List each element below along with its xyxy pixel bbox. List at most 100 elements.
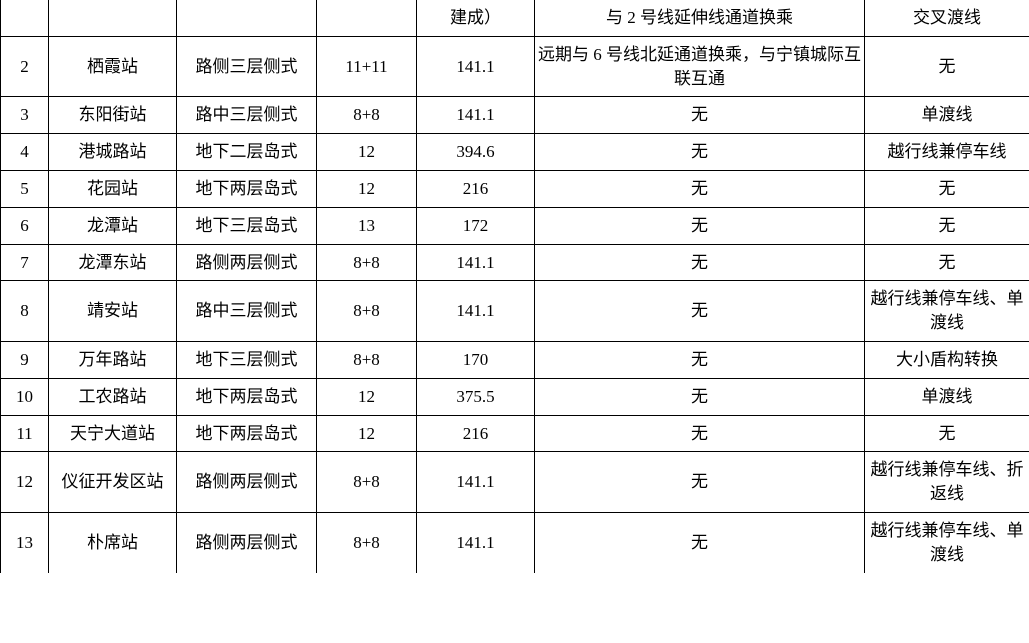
cell-platform: 8+8 [317, 512, 417, 572]
cell-station: 龙潭东站 [49, 244, 177, 281]
table-row: 2栖霞站路侧三层侧式11+11141.1远期与 6 号线北延通道换乘，与宁镇城际… [1, 36, 1029, 97]
cell-platform: 12 [317, 170, 417, 207]
cell-length: 375.5 [417, 378, 535, 415]
cell-platform: 12 [317, 134, 417, 171]
cell-platform: 12 [317, 415, 417, 452]
cell-auxline: 越行线兼停车线、折返线 [865, 452, 1029, 513]
table-body: 建成） 与 2 号线延伸线通道换乘 交叉渡线 2栖霞站路侧三层侧式11+1114… [1, 0, 1029, 573]
cell-length: 141.1 [417, 36, 535, 97]
table-row: 8靖安站路中三层侧式8+8141.1无越行线兼停车线、单渡线 [1, 281, 1029, 342]
cell-auxline: 无 [865, 36, 1029, 97]
cell-station: 龙潭站 [49, 207, 177, 244]
cell-transfer: 远期与 6 号线北延通道换乘，与宁镇城际互联互通 [535, 36, 865, 97]
cell-auxline: 无 [865, 415, 1029, 452]
cell-transfer: 无 [535, 378, 865, 415]
cell-length: 394.6 [417, 134, 535, 171]
cell [317, 0, 417, 36]
cell-num: 7 [1, 244, 49, 281]
cell-platform: 8+8 [317, 452, 417, 513]
cell-num: 4 [1, 134, 49, 171]
station-table: 建成） 与 2 号线延伸线通道换乘 交叉渡线 2栖霞站路侧三层侧式11+1114… [0, 0, 1029, 573]
cell-num: 6 [1, 207, 49, 244]
cell-station: 栖霞站 [49, 36, 177, 97]
cell-transfer: 无 [535, 281, 865, 342]
cell-auxline: 越行线兼停车线、单渡线 [865, 512, 1029, 572]
cell-transfer: 无 [535, 207, 865, 244]
cell-auxline: 越行线兼停车线、单渡线 [865, 281, 1029, 342]
cell-platform: 8+8 [317, 341, 417, 378]
cell-station: 工农路站 [49, 378, 177, 415]
cell-form: 地下两层岛式 [177, 415, 317, 452]
cell-auxline: 单渡线 [865, 378, 1029, 415]
cell-num: 3 [1, 97, 49, 134]
cell-transfer: 无 [535, 341, 865, 378]
cell-form: 路中三层侧式 [177, 281, 317, 342]
cell-num: 5 [1, 170, 49, 207]
cell-platform: 8+8 [317, 281, 417, 342]
cell [49, 0, 177, 36]
cell-length: 141.1 [417, 244, 535, 281]
table-row: 5花园站地下两层岛式12216无无 [1, 170, 1029, 207]
cell-transfer: 无 [535, 244, 865, 281]
table-row: 7龙潭东站路侧两层侧式8+8141.1无无 [1, 244, 1029, 281]
cell-transfer: 无 [535, 134, 865, 171]
cell-auxline: 无 [865, 170, 1029, 207]
cell-station: 仪征开发区站 [49, 452, 177, 513]
cell-length: 141.1 [417, 281, 535, 342]
cell-form: 路中三层侧式 [177, 97, 317, 134]
cell-auxline: 无 [865, 207, 1029, 244]
table-row: 12仪征开发区站路侧两层侧式8+8141.1无越行线兼停车线、折返线 [1, 452, 1029, 513]
cell-platform: 8+8 [317, 97, 417, 134]
cell-num: 9 [1, 341, 49, 378]
table-row: 13朴席站路侧两层侧式8+8141.1无越行线兼停车线、单渡线 [1, 512, 1029, 572]
cell-form: 路侧两层侧式 [177, 244, 317, 281]
cell-transfer: 无 [535, 452, 865, 513]
cell-length: 170 [417, 341, 535, 378]
cell-num: 2 [1, 36, 49, 97]
cell-form: 路侧两层侧式 [177, 512, 317, 572]
cell-num: 13 [1, 512, 49, 572]
cell [177, 0, 317, 36]
cell-length: 216 [417, 170, 535, 207]
cell-length: 141.1 [417, 512, 535, 572]
cell-auxline: 无 [865, 244, 1029, 281]
cell-length: 172 [417, 207, 535, 244]
cell-platform: 11+11 [317, 36, 417, 97]
table-row: 9万年路站地下三层侧式8+8170无大小盾构转换 [1, 341, 1029, 378]
table-row: 3东阳街站路中三层侧式8+8141.1无单渡线 [1, 97, 1029, 134]
table-row: 4港城路站地下二层岛式12394.6无越行线兼停车线 [1, 134, 1029, 171]
cell-auxline: 大小盾构转换 [865, 341, 1029, 378]
cell-transfer: 无 [535, 415, 865, 452]
cell-form: 地下二层岛式 [177, 134, 317, 171]
cell-station: 港城路站 [49, 134, 177, 171]
cell-num: 8 [1, 281, 49, 342]
cell-length: 141.1 [417, 452, 535, 513]
cell-station: 花园站 [49, 170, 177, 207]
cell-form: 地下三层侧式 [177, 341, 317, 378]
cell-num: 12 [1, 452, 49, 513]
cell-form: 路侧两层侧式 [177, 452, 317, 513]
cell-form: 路侧三层侧式 [177, 36, 317, 97]
cell-form: 地下两层岛式 [177, 378, 317, 415]
cell-transfer: 无 [535, 512, 865, 572]
cell-station: 靖安站 [49, 281, 177, 342]
table-row: 11天宁大道站地下两层岛式12216无无 [1, 415, 1029, 452]
cell-num: 11 [1, 415, 49, 452]
cell-platform: 12 [317, 378, 417, 415]
cell-auxline: 越行线兼停车线 [865, 134, 1029, 171]
table-row: 10工农路站地下两层岛式12375.5无单渡线 [1, 378, 1029, 415]
cell-num: 10 [1, 378, 49, 415]
cell-station: 万年路站 [49, 341, 177, 378]
cell-form: 地下三层岛式 [177, 207, 317, 244]
cell-station: 东阳街站 [49, 97, 177, 134]
cell-length: 216 [417, 415, 535, 452]
cell: 交叉渡线 [865, 0, 1029, 36]
cell-auxline: 单渡线 [865, 97, 1029, 134]
cell-platform: 13 [317, 207, 417, 244]
cell [1, 0, 49, 36]
table-row: 6龙潭站地下三层岛式13172无无 [1, 207, 1029, 244]
cell: 建成） [417, 0, 535, 36]
cell-station: 朴席站 [49, 512, 177, 572]
cell: 与 2 号线延伸线通道换乘 [535, 0, 865, 36]
cell-form: 地下两层岛式 [177, 170, 317, 207]
